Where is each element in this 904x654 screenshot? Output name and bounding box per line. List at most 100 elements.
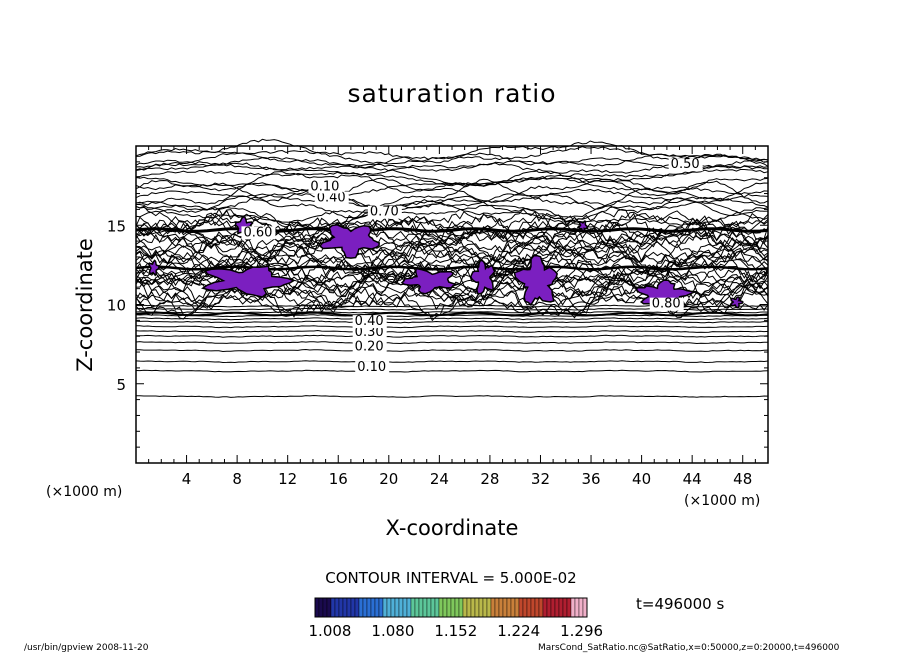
colorbar-cell (458, 597, 464, 618)
colorbar-cell (446, 597, 452, 618)
supersaturated-region-2 (201, 265, 296, 298)
contour-label-bg-9 (649, 297, 684, 311)
colorbar-cell (338, 597, 344, 618)
colorbar-cell (502, 597, 508, 618)
colorbar-cell (390, 597, 396, 618)
colorbar-cell (398, 597, 404, 618)
contour-line-6 (135, 329, 769, 333)
colorbar-cell (486, 597, 492, 618)
colorbar-cell (442, 597, 448, 618)
x-tick-label-4: 20 (379, 470, 398, 488)
x-tick-label-3: 16 (329, 470, 348, 488)
colorbar-tick-label-2: 1.152 (434, 622, 477, 640)
x-unit-label-left: (×1000 m) (46, 484, 122, 500)
colorbar-cell (342, 597, 348, 618)
contour-label-8: 0.50 (671, 157, 700, 172)
contour-line-1 (135, 369, 769, 373)
colorbar-cell (334, 597, 340, 618)
x-tick-label-8: 36 (581, 470, 600, 488)
contour-line-2 (135, 360, 769, 364)
colorbar-cell (494, 597, 500, 618)
colorbar-tick-label-1: 1.080 (371, 622, 414, 640)
colorbar-cell (582, 597, 588, 618)
colorbar-cell (402, 597, 408, 618)
contour-line-42 (135, 218, 769, 249)
contour-label-6: 0.40 (317, 190, 346, 205)
y-tick-label-1: 10 (107, 297, 126, 315)
contour-label-bg-3 (352, 315, 387, 329)
contour-label-1: 0.20 (355, 339, 384, 354)
colorbar-cell (378, 597, 384, 618)
contour-label-bg-2 (352, 326, 387, 340)
chart-title: saturation ratio (347, 79, 556, 108)
contour-label-bg-0 (355, 361, 390, 375)
colorbar-cell (566, 597, 572, 618)
colorbar-cell (506, 597, 512, 618)
contour-line-49 (135, 199, 769, 223)
colorbar-cell (522, 597, 528, 618)
y-tick-label-2: 15 (107, 217, 126, 235)
footer-right: MarsCond_SatRatio.nc@SatRatio,x=0:50000,… (538, 643, 840, 653)
supersaturated-region-5 (469, 259, 496, 295)
colorbar-cell (530, 597, 536, 618)
contour-label-bg-4 (241, 226, 276, 240)
colorbar-cell (422, 597, 428, 618)
colorbar-cell (554, 597, 560, 618)
contour-line-31 (135, 247, 769, 275)
time-label: t=496000 s (636, 595, 724, 613)
colorbar-cell (546, 597, 552, 618)
colorbar-cell (330, 597, 336, 618)
contour-line-60 (135, 156, 768, 172)
plot-area: 0.100.200.300.400.600.700.400.100.500.80 (135, 138, 769, 464)
colorbar-cell (534, 597, 540, 618)
contour-line-57 (135, 169, 769, 186)
contour-label-bg-7 (308, 180, 343, 194)
contour-line-48 (136, 204, 769, 229)
x-tick-label-1: 8 (232, 470, 242, 488)
x-tick-labels: 4 8 12 16 20 24 28 32 36 40 44 48 (182, 470, 752, 488)
colorbar-frame (314, 597, 588, 618)
colorbar-cell (318, 597, 324, 618)
colorbar-cell (538, 597, 544, 618)
x-tick-label-9: 40 (632, 470, 651, 488)
footer-left: /usr/bin/gpview 2008-11-20 (24, 643, 149, 653)
colorbar-cell (490, 597, 496, 618)
contour-line-53 (135, 178, 769, 210)
contour-line-38 (135, 228, 769, 257)
contour-line-63 (135, 138, 769, 164)
colorbar-cell (466, 597, 472, 618)
colorbar-cell (406, 597, 412, 618)
x-unit-label-right: (×1000 m) (684, 493, 760, 509)
colorbar-cell (434, 597, 440, 618)
colorbar-cell (346, 597, 352, 618)
colorbar-cell (514, 597, 520, 618)
colorbar-cell (558, 597, 564, 618)
colorbar-cell (382, 597, 388, 618)
colorbar-cell (498, 597, 504, 618)
contour-line-3 (136, 348, 769, 353)
contour-line-52 (135, 188, 769, 208)
colorbar-cell (350, 597, 356, 618)
colorbar-cell (470, 597, 476, 618)
colorbar-cell (550, 597, 556, 618)
contour-line-5 (136, 334, 769, 338)
colorbar-cell (366, 597, 372, 618)
supersaturated-region-3 (318, 224, 380, 259)
axis-ticks (136, 146, 768, 463)
contour-line-32 (135, 239, 769, 279)
contour-line-50 (135, 195, 769, 219)
colorbar-cell (418, 597, 424, 618)
contour-line-40 (135, 227, 769, 250)
colorbar-tick-label-3: 1.224 (497, 622, 540, 640)
contour-line-4 (135, 341, 769, 345)
contour-band (135, 265, 769, 271)
supersaturated-region-4 (400, 267, 459, 295)
colorbar-cell (462, 597, 468, 618)
y-tick-labels: 5 10 15 (107, 217, 126, 394)
y-axis-label: Z-coordinate (73, 238, 97, 372)
supersaturated-region-6 (513, 254, 559, 307)
colorbar-cell (410, 597, 416, 618)
colorbar-cell (374, 597, 380, 618)
colorbar-cell (370, 597, 376, 618)
